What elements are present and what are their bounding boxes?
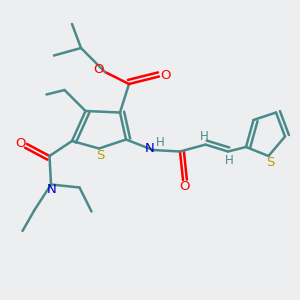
Text: O: O (160, 69, 171, 82)
Text: S: S (96, 148, 104, 162)
Text: O: O (179, 180, 190, 193)
Text: H: H (156, 136, 165, 149)
Text: O: O (93, 63, 104, 76)
Text: H: H (200, 130, 209, 143)
Text: N: N (145, 142, 155, 155)
Text: H: H (224, 154, 233, 167)
Text: N: N (47, 183, 56, 196)
Text: S: S (266, 156, 274, 169)
Text: O: O (15, 137, 26, 150)
